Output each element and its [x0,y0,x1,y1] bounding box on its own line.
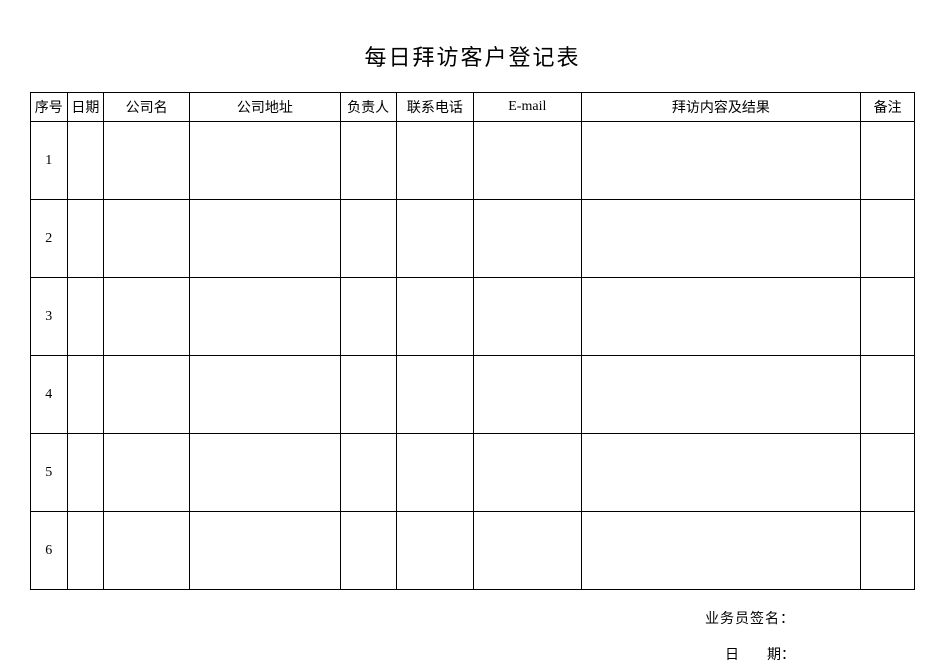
cell-phone [396,122,473,200]
cell-address [190,434,341,512]
table-row: 2 [31,200,915,278]
cell-email [474,434,582,512]
table-row: 6 [31,512,915,590]
cell-address [190,122,341,200]
cell-seq: 6 [31,512,68,590]
cell-phone [396,278,473,356]
cell-email [474,200,582,278]
cell-phone [396,434,473,512]
cell-result [581,434,861,512]
cell-remark [861,356,915,434]
cell-remark [861,200,915,278]
cell-address [190,356,341,434]
page-title: 每日拜访客户登记表 [30,40,915,72]
table-row: 1 [31,122,915,200]
cell-company [104,434,190,512]
cell-date [67,278,104,356]
cell-contact [340,278,396,356]
cell-company [104,200,190,278]
signature-label: 业务员签名： [30,608,795,628]
cell-date [67,122,104,200]
date-label: 日 期： [30,644,795,664]
cell-contact [340,512,396,590]
cell-seq: 2 [31,200,68,278]
cell-date [67,512,104,590]
cell-result [581,512,861,590]
col-header-seq: 序号 [31,93,68,122]
col-header-date: 日期 [67,93,104,122]
cell-phone [396,356,473,434]
table-body: 1 2 3 [31,122,915,590]
cell-seq: 3 [31,278,68,356]
cell-email [474,122,582,200]
table-row: 5 [31,434,915,512]
cell-date [67,356,104,434]
cell-date [67,200,104,278]
col-header-phone: 联系电话 [396,93,473,122]
cell-phone [396,200,473,278]
col-header-email: E-mail [474,93,582,122]
cell-company [104,278,190,356]
cell-address [190,278,341,356]
cell-seq: 5 [31,434,68,512]
footer: 业务员签名： 日 期： [30,608,915,664]
cell-email [474,278,582,356]
cell-contact [340,356,396,434]
cell-remark [861,122,915,200]
cell-email [474,512,582,590]
cell-remark [861,434,915,512]
table-header-row: 序号 日期 公司名 公司地址 负责人 联系电话 E-mail 拜访内容及结果 备… [31,93,915,122]
col-header-company: 公司名 [104,93,190,122]
table-row: 4 [31,356,915,434]
cell-phone [396,512,473,590]
cell-address [190,200,341,278]
col-header-address: 公司地址 [190,93,341,122]
cell-contact [340,434,396,512]
cell-remark [861,278,915,356]
cell-company [104,122,190,200]
col-header-result: 拜访内容及结果 [581,93,861,122]
cell-remark [861,512,915,590]
cell-result [581,278,861,356]
cell-result [581,200,861,278]
cell-company [104,356,190,434]
cell-date [67,434,104,512]
cell-email [474,356,582,434]
cell-contact [340,200,396,278]
cell-company [104,512,190,590]
cell-seq: 4 [31,356,68,434]
table-row: 3 [31,278,915,356]
cell-address [190,512,341,590]
col-header-remark: 备注 [861,93,915,122]
cell-result [581,122,861,200]
cell-result [581,356,861,434]
visit-table: 序号 日期 公司名 公司地址 负责人 联系电话 E-mail 拜访内容及结果 备… [30,92,915,590]
cell-seq: 1 [31,122,68,200]
cell-contact [340,122,396,200]
col-header-contact: 负责人 [340,93,396,122]
